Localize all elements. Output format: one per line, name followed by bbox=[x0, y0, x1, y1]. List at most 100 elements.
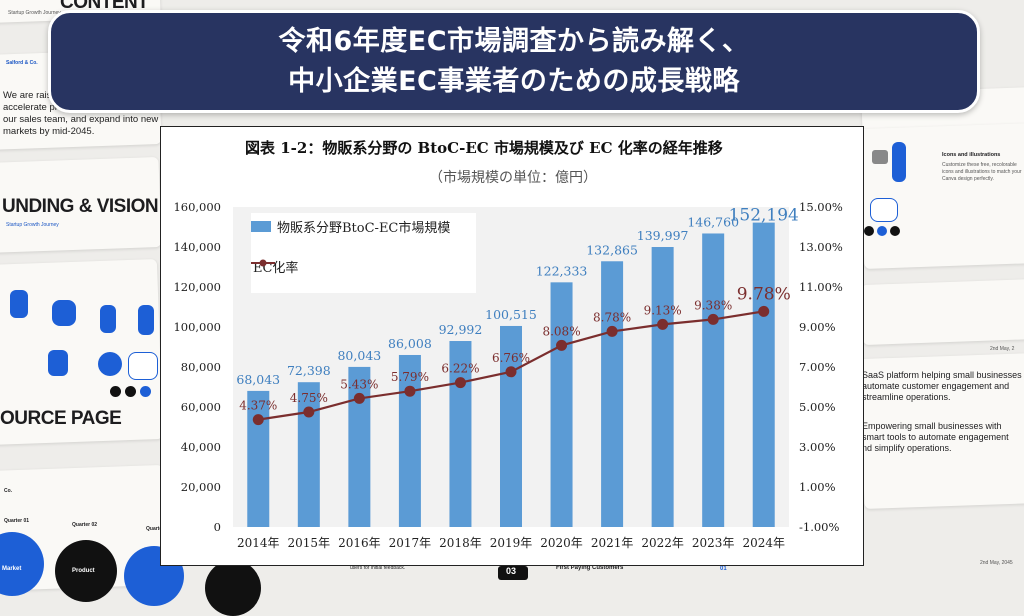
bg-quarter-3: Quarter bbox=[146, 526, 165, 532]
x-tick-label: 2024年 bbox=[742, 536, 785, 550]
line-point bbox=[707, 313, 719, 325]
bar-data-label: 80,043 bbox=[337, 348, 381, 363]
bg-icons-heading: Icons and illustrations bbox=[942, 152, 1001, 158]
line-point bbox=[303, 406, 315, 418]
bar bbox=[247, 390, 270, 527]
y-left-tick-label: 0 bbox=[214, 520, 221, 534]
banner-title-line-1: 令和6年度EC市場調査から読み解く、 bbox=[278, 25, 750, 57]
line-point bbox=[454, 377, 466, 389]
chart-subtitle: （市場規模の単位：億円） bbox=[429, 170, 597, 186]
x-tick-label: 2015年 bbox=[288, 536, 331, 550]
bg-quarter-2: Quarter 02 bbox=[72, 522, 98, 528]
bar-data-label: 152,194 bbox=[729, 206, 799, 226]
bg-bottom-num: 03 bbox=[506, 566, 517, 576]
line-data-label: 6.76% bbox=[492, 351, 530, 365]
blue-dot-icon bbox=[140, 386, 151, 397]
line-data-label: 8.78% bbox=[593, 310, 631, 324]
person-illustration bbox=[52, 300, 76, 326]
bg-funding-heading: UNDING & VISION bbox=[2, 196, 159, 217]
bg-brand: Salford & Co. bbox=[6, 60, 38, 66]
chart-legend: 物販系分野BtoC-EC市場規模 EC化率 bbox=[251, 213, 476, 293]
bg-icons-text-1: icons and illustrations to match your bbox=[942, 169, 1022, 175]
bar bbox=[398, 354, 421, 527]
line-data-label: 9.13% bbox=[644, 303, 682, 317]
black-dot-icon bbox=[125, 386, 136, 397]
line-data-label: 9.38% bbox=[694, 298, 732, 312]
y-left-tick-label: 80,000 bbox=[181, 360, 221, 374]
bg-saas-2: streamline operations. bbox=[862, 392, 951, 402]
line-data-label: 5.43% bbox=[340, 377, 378, 391]
line-data-label: 4.37% bbox=[239, 399, 277, 413]
line-point bbox=[353, 392, 365, 404]
y-left-tick-label: 20,000 bbox=[181, 480, 221, 494]
y-left-tick-label: 140,000 bbox=[173, 240, 221, 254]
bar-data-label: 146,760 bbox=[687, 214, 739, 229]
title-banner: 令和6年度EC市場調査から読み解く、 中小企業EC事業者のための成長戦略 bbox=[48, 10, 980, 113]
y-right-tick-label: 13.00% bbox=[799, 240, 843, 254]
y-right-tick-label: 3.00% bbox=[799, 440, 836, 454]
x-tick-label: 2019年 bbox=[490, 536, 533, 550]
legend-bar-label: 物販系分野BtoC-EC市場規模 bbox=[277, 221, 451, 236]
legend-item-line: EC化率 bbox=[251, 257, 298, 276]
bar-data-label: 72,398 bbox=[287, 363, 331, 378]
bar bbox=[348, 366, 371, 527]
y-left-tick-label: 120,000 bbox=[173, 280, 221, 294]
x-tick-label: 2014年 bbox=[237, 536, 280, 550]
bg-market-label: Market bbox=[2, 566, 22, 572]
black-dot-icon bbox=[110, 386, 121, 397]
bg-brand-bottom: Co. bbox=[4, 488, 13, 494]
line-data-label: 9.78% bbox=[737, 284, 791, 304]
bar-data-label: 92,992 bbox=[439, 322, 483, 337]
line-point bbox=[758, 305, 770, 317]
bg-first-paying: First Paying Customers bbox=[556, 565, 624, 571]
bar bbox=[500, 325, 522, 527]
x-tick-label: 2018年 bbox=[439, 536, 482, 550]
bg-bottom-num2: 01 bbox=[720, 566, 727, 572]
y-right-tick-label: 11.00% bbox=[799, 280, 843, 294]
bar-data-label: 132,865 bbox=[586, 242, 638, 257]
line-point bbox=[252, 414, 264, 426]
bg-bottom-caption: users for initial feedback. bbox=[350, 565, 406, 571]
bg-top-heading: CONTENT bbox=[60, 0, 149, 13]
y-right-tick-label: 9.00% bbox=[799, 320, 836, 334]
legend-item-bar: 物販系分野BtoC-EC市場規模 bbox=[251, 217, 450, 236]
y-left-tick-label: 160,000 bbox=[173, 200, 221, 214]
y-right-tick-label: 1.00% bbox=[799, 480, 836, 494]
outline-box-icon bbox=[870, 198, 898, 222]
line-point bbox=[404, 385, 416, 397]
line-data-label: 5.79% bbox=[391, 370, 429, 384]
bar bbox=[702, 233, 725, 527]
line-data-label: 6.22% bbox=[441, 362, 479, 376]
banner-title-line-2: 中小企業EC事業者のための成長戦略 bbox=[288, 65, 740, 97]
y-right-tick-label: 7.00% bbox=[799, 360, 836, 374]
person-illustration bbox=[48, 350, 68, 376]
chart-canvas: 0 20,000 40,000 60,000 80,000 100,000 120,000 1… bbox=[173, 200, 843, 550]
x-tick-label: 2021年 bbox=[591, 536, 634, 550]
person-illustration bbox=[10, 290, 28, 318]
person-illustration bbox=[100, 305, 116, 333]
line-point bbox=[657, 318, 669, 330]
bg-quarter-1: Quarter 01 bbox=[4, 518, 30, 524]
y-right-tick-label: 15.00% bbox=[799, 200, 843, 214]
person-illustration bbox=[892, 142, 906, 182]
bg-intro-0: We are raising bbox=[3, 90, 65, 101]
bg-saas-0: SaaS platform helping small businesses bbox=[862, 370, 1022, 380]
quarter-circle bbox=[205, 560, 261, 616]
y-right-tick-label: -1.00% bbox=[799, 520, 839, 534]
line-point bbox=[606, 325, 618, 337]
x-tick-label: 2017年 bbox=[389, 536, 432, 550]
bar bbox=[651, 247, 674, 528]
bar-data-label: 100,515 bbox=[485, 307, 537, 322]
black-dot-icon bbox=[864, 226, 874, 236]
bg-intro-3: markets by mid-2045. bbox=[3, 126, 95, 137]
bg-intro-2: our sales team, and expand into new bbox=[3, 114, 159, 125]
chart-panel: 0 20,000 40,000 60,000 80,000 100,000 120,000 1… bbox=[160, 126, 864, 566]
bg-icons-text-0: Customize these free, recolorable bbox=[942, 162, 1017, 168]
line-point bbox=[556, 339, 568, 351]
legend-bar-swatch bbox=[251, 221, 271, 232]
bar-data-label: 86,008 bbox=[388, 336, 432, 351]
bg-empower-2: nd simplify operations. bbox=[862, 443, 952, 453]
bar bbox=[752, 222, 775, 527]
bg-date1: 2nd May, 2 bbox=[990, 346, 1015, 352]
bg-date2: 2nd May, 2045 bbox=[980, 560, 1013, 566]
